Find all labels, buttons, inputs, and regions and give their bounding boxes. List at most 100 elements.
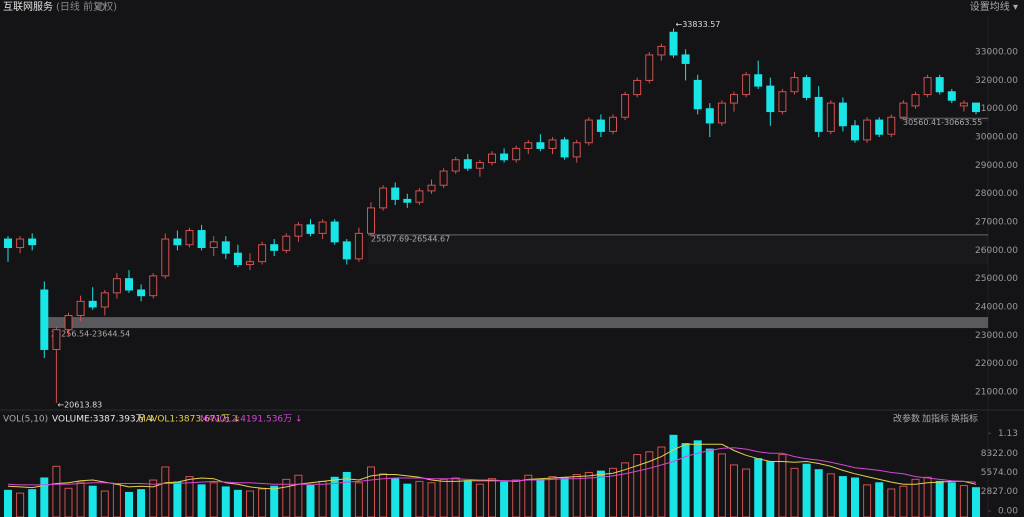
candle-body: [863, 119, 872, 141]
volume-bar: [149, 479, 158, 517]
candle-body: [221, 241, 230, 254]
volume-bar: [935, 480, 944, 517]
volume-bar: [161, 466, 170, 517]
y-tick-label: 27000.00: [975, 218, 1018, 228]
candle-body: [233, 252, 242, 266]
candle-body: [463, 159, 472, 169]
candle-body: [560, 139, 569, 158]
candle-body: [959, 102, 968, 107]
level-label: 23256.54-23644.54: [51, 330, 130, 339]
volume-bar: [826, 473, 835, 517]
volume-bar: [16, 492, 25, 517]
level-band: [900, 118, 988, 122]
y-tick-label: 5574.00: [981, 468, 1018, 478]
volume-bar: [76, 481, 85, 517]
volume-bar: [681, 443, 690, 517]
candle-body: [512, 147, 521, 161]
volume-bar: [730, 464, 738, 517]
candle-body: [500, 153, 509, 161]
button[interactable]: 改参数: [893, 413, 920, 425]
candle-body: [88, 300, 97, 308]
candle-body: [488, 153, 496, 164]
candle-body: [439, 170, 448, 186]
candle-body: [657, 45, 666, 56]
volume-bar: [64, 487, 73, 517]
y-tick-label: 24000.00: [975, 303, 1018, 313]
candle-body: [524, 142, 533, 149]
volume-bar: [52, 465, 61, 517]
volume-bar: [754, 458, 763, 517]
candle-body: [899, 102, 908, 118]
y-tick-label: 22000.00: [975, 359, 1018, 369]
candle-body: [318, 221, 327, 234]
candle-body: [100, 292, 109, 308]
candle-body: [64, 315, 73, 331]
level-band: [368, 235, 988, 264]
volume-bar: [790, 467, 799, 517]
volume-bar: [221, 486, 230, 517]
volume-bar: [766, 460, 775, 517]
candle-body: [294, 224, 303, 237]
volume-bar: [488, 478, 496, 517]
candle-body: [790, 77, 799, 93]
candle-body: [754, 74, 763, 87]
volume-bar: [512, 479, 521, 517]
volume-bar: [596, 470, 605, 517]
candle-body: [826, 102, 835, 132]
button[interactable]: 换指标: [951, 413, 978, 425]
candle-body: [814, 96, 823, 132]
candle-body: [306, 224, 315, 234]
level-label: 30560.41-30663.55: [903, 118, 982, 127]
level-band: [48, 317, 988, 329]
volume-bar: [500, 481, 509, 517]
max-label: ←33833.57: [676, 20, 721, 29]
candle-body: [887, 116, 896, 135]
candle-body: [947, 91, 956, 101]
volume-bar: [524, 474, 533, 517]
candle-body: [669, 31, 678, 56]
volume-bar: [536, 478, 545, 517]
volume-bar: [693, 440, 702, 517]
volume-bar: [379, 473, 388, 517]
volume-bar: [911, 478, 920, 517]
candle-body: [705, 108, 714, 124]
mavol2-label: MAVOL2:4191.536万 ↓: [200, 415, 303, 425]
ma-setting[interactable]: 设置均线 ▾: [970, 0, 1018, 13]
candle-body: [149, 275, 158, 297]
candle-body: [923, 77, 932, 96]
y-tick-label: 0.00: [998, 507, 1018, 517]
volume-bar: [802, 463, 811, 517]
candle-body: [584, 119, 593, 144]
candle-body: [76, 300, 85, 317]
volume-bar: [548, 476, 557, 517]
candle-body: [717, 102, 726, 124]
volume-bar: [282, 478, 291, 517]
volume-bar: [645, 451, 654, 517]
candle-body: [536, 142, 545, 149]
y-tick-label: 23000.00: [975, 331, 1018, 341]
volume-bar: [463, 480, 472, 517]
volume-bar: [475, 483, 484, 517]
candle-body: [596, 119, 605, 132]
candle-body: [137, 289, 146, 297]
candle-body: [838, 102, 847, 127]
candle-body: [367, 207, 375, 234]
volume-bar: [367, 466, 375, 517]
candle-body: [766, 85, 775, 113]
settings-icon[interactable]: [96, 2, 106, 12]
volume-bar: [814, 469, 823, 517]
candle-body: [28, 238, 37, 246]
candle-body: [16, 238, 25, 249]
volume-bar: [306, 485, 315, 517]
candle-body: [935, 77, 944, 93]
y-tick-label: 25000.00: [975, 274, 1018, 284]
candle-body: [379, 187, 388, 209]
volume-bar: [209, 482, 218, 517]
candle-body: [185, 230, 194, 246]
candle-body: [742, 74, 751, 96]
candle-body: [40, 289, 49, 350]
volume-bar: [173, 481, 182, 517]
indicator-name: VOL(5,10): [3, 415, 48, 425]
button[interactable]: 加指标: [922, 413, 949, 425]
